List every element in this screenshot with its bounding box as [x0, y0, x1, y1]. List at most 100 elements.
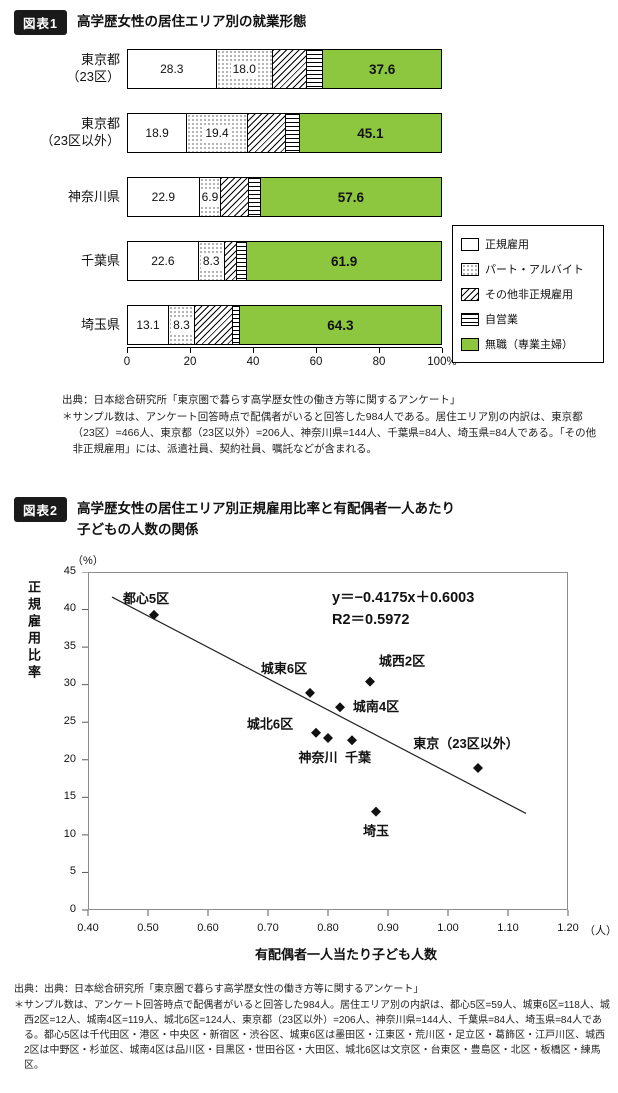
- trend-line: [111, 596, 527, 814]
- x-tick-label: 1.00: [437, 921, 459, 934]
- axis-tick-label: 40: [246, 356, 260, 368]
- bar-segment-diag: [247, 114, 287, 152]
- data-point: [371, 806, 381, 817]
- bar-segment-white: 13.1: [128, 306, 169, 344]
- bar-value-label: 22.9: [151, 190, 176, 204]
- y-tick-label: 35: [63, 639, 76, 652]
- bar-value-label: 18.0: [230, 61, 258, 77]
- y-tick-label: 20: [63, 752, 76, 765]
- category-label: 神奈川県: [67, 188, 120, 204]
- axis-tick-label: 20: [183, 356, 197, 368]
- x-tick-label: 0.60: [197, 921, 219, 934]
- data-point: [323, 732, 333, 743]
- category-label: 埼玉県: [80, 316, 120, 332]
- point-label: 城南4区: [353, 699, 399, 714]
- legend-label: その他非正規雇用: [485, 289, 573, 301]
- y-tick-label: 0: [69, 902, 76, 915]
- figure-1: 図表1 高学歴女性の居住エリア別の就業形態 東京都 （23区） 28.3 18.0 3…: [14, 10, 618, 457]
- bar-value-label: 8.3: [171, 317, 192, 333]
- bar-segment-hlines: [286, 114, 300, 152]
- point-label: 埼玉: [363, 823, 389, 838]
- figure-2-note: ＊サンプル数は、アンケート回答時点で配偶者がいると回答した984人。居住エリア別…: [14, 999, 610, 1071]
- axis-tick-label: 80: [372, 356, 386, 368]
- point-label: 千葉: [345, 750, 372, 765]
- x-tick-label: 1.20: [557, 921, 579, 934]
- point-label: 城北6区: [247, 716, 293, 731]
- axis-tick-label: 100%: [427, 356, 457, 368]
- point-label: 東京（23区以外）: [413, 736, 518, 751]
- stacked-bar: 18.9 19.4 45.1: [127, 113, 442, 153]
- stacked-bar-chart: 東京都 （23区） 28.3 18.0 37.6 東京都 （23区以外） 18.9 19.4…: [14, 49, 618, 378]
- bar-segment-hlines: [307, 50, 324, 88]
- x-axis-unit: （人）: [584, 924, 617, 937]
- bar-segment-hlines: [249, 178, 261, 216]
- axis-tick-label: 60: [309, 356, 323, 368]
- x-axis-title: 有配偶者一人当たり子ども人数: [254, 946, 437, 962]
- y-tick-label: 10: [63, 827, 76, 840]
- figure-1-source: 出典：日本総合研究所「東京圏で暮らす高学歴女性の働き方等に関するアンケート」: [62, 394, 461, 406]
- data-point: [305, 687, 315, 698]
- data-point: [365, 676, 375, 687]
- stacked-bar: 28.3 18.0 37.6: [127, 49, 442, 89]
- bar-segment-green: 57.6: [260, 178, 441, 216]
- bar-value-label: 6.9: [199, 189, 221, 205]
- bar-value-label: 45.1: [357, 125, 384, 141]
- category-label: 東京都 （23区）: [66, 52, 120, 84]
- y-tick-label: 45: [63, 564, 76, 577]
- legend-item: 自営業: [461, 311, 595, 327]
- legend-item: 無職（専業主婦）: [461, 336, 595, 352]
- legend-label: 正規雇用: [485, 239, 529, 251]
- bar-segment-white: 22.9: [128, 178, 200, 216]
- figure-2-badge: 図表2: [14, 497, 67, 523]
- bar-value-label: 37.6: [368, 61, 396, 77]
- bar-segment-dots: 18.0: [216, 50, 273, 88]
- bar-segment-green: 45.1: [299, 114, 441, 152]
- figure-2-source: 出典：出典：日本総合研究所「東京圏で暮らす高学歴女性の働き方等に関するアンケート…: [14, 983, 424, 995]
- x-axis: 0 20 40 60 80 100%: [123, 347, 457, 378]
- bar-segment-diag: [224, 242, 238, 280]
- bar-value-label: 13.1: [136, 318, 160, 332]
- category-label: 千葉県: [80, 252, 120, 268]
- bar-segment-dots: 6.9: [199, 178, 222, 216]
- stacked-bar: 22.9 6.9 57.6: [127, 177, 442, 217]
- bar-segment-diag: [194, 306, 233, 344]
- figure-1-header: 図表1 高学歴女性の居住エリア別の就業形態: [14, 10, 618, 35]
- bar-segment-green: 64.3: [239, 306, 441, 344]
- bar-value-label: 8.3: [200, 253, 222, 269]
- stacked-bar: 13.1 8.3 64.3: [127, 305, 442, 345]
- y-tick-label: 15: [63, 790, 76, 803]
- bar-value-label: 22.6: [151, 254, 175, 268]
- figure-1-title: 高学歴女性の居住エリア別の就業形態: [76, 14, 307, 29]
- legend-item: パート・アルバイト: [461, 261, 595, 277]
- y-tick-label: 40: [63, 602, 76, 615]
- legend-item: その他非正規雇用: [461, 286, 595, 302]
- axis-tick-mark: [190, 348, 191, 353]
- figure-1-note: ＊サンプル数は、アンケート回答時点で配偶者がいると回答した984人である。居住エ…: [62, 411, 597, 455]
- point-label: 城西2区: [379, 653, 425, 668]
- bar-segment-green: 61.9: [247, 242, 441, 280]
- axis-tick-mark: [316, 348, 317, 353]
- bar-row: 東京都 （23区） 28.3 18.0 37.6: [14, 49, 618, 89]
- stacked-bar: 22.6 8.3 61.9: [127, 241, 442, 281]
- bar-rows: 東京都 （23区） 28.3 18.0 37.6 東京都 （23区以外） 18.9 19.4…: [14, 49, 618, 345]
- data-point: [347, 734, 357, 745]
- x-tick-label: 0.90: [377, 921, 399, 934]
- axis-tick-label: 0: [123, 356, 131, 368]
- bar-segment-dots: 8.3: [198, 242, 225, 280]
- x-tick-label: 0.70: [257, 921, 279, 934]
- bar-segment-dots: 8.3: [169, 306, 195, 344]
- bar-row: 千葉県 22.6 8.3 61.9: [14, 241, 618, 281]
- legend-swatch-hlines: [461, 312, 479, 326]
- legend-swatch-diag: [461, 287, 479, 301]
- y-axis-unit: （%）: [72, 554, 104, 567]
- point-label: 城東6区: [261, 661, 307, 676]
- bar-segment-diag: [221, 178, 250, 216]
- r-squared-label: R2＝0.5972: [332, 612, 409, 628]
- bar-row: 東京都 （23区以外） 18.9 19.4 45.1: [14, 113, 618, 153]
- figure-2-title: 高学歴女性の居住エリア別正規雇用比率と有配偶者一人あたり 子どもの人数の関係: [76, 501, 455, 537]
- axis-tick-mark: [253, 348, 254, 353]
- bar-value-label: 57.6: [337, 189, 364, 205]
- legend-label: 無職（専業主婦）: [485, 339, 573, 351]
- data-point: [473, 762, 483, 773]
